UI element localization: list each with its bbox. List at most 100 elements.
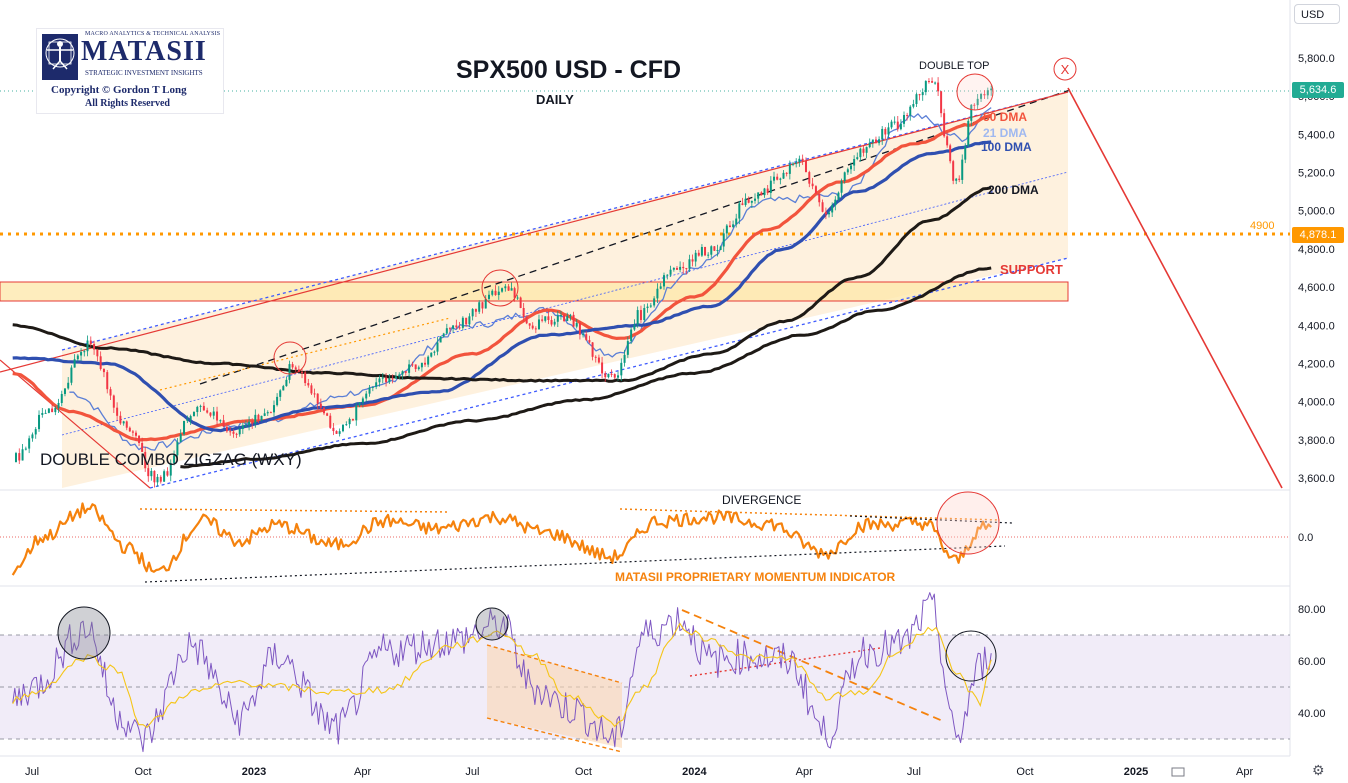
candle-body — [285, 379, 288, 387]
candle-body — [76, 355, 79, 360]
rsi-circle-marker-2 — [475, 607, 509, 641]
candle-body — [461, 317, 464, 328]
candle-body — [225, 426, 228, 432]
momentum-tick-label: 0.0 — [1298, 532, 1313, 544]
price-tick-label: 4,200.0 — [1298, 358, 1335, 370]
price-tick-label: 5,000.0 — [1298, 206, 1335, 218]
candle-body — [659, 286, 662, 289]
candle-body — [903, 115, 906, 124]
candle-body — [553, 321, 556, 325]
candle-body — [34, 429, 37, 435]
candle-body — [156, 476, 159, 483]
channel-lines — [0, 87, 1290, 489]
candle-body — [623, 354, 626, 363]
candle-body — [785, 172, 788, 174]
candle-body — [556, 315, 559, 322]
candle-body — [788, 164, 791, 174]
candle-body — [427, 356, 430, 365]
support-zone[interactable] — [0, 281, 1069, 302]
projection-line — [1067, 87, 1283, 489]
candle-body — [510, 288, 513, 291]
candle-body — [173, 455, 176, 463]
candle-body — [874, 139, 877, 144]
candle-body — [254, 414, 257, 424]
candle-body — [106, 372, 109, 390]
candle-body — [206, 410, 209, 413]
current-price-tag: 5,634.6 — [1292, 82, 1344, 98]
chart-title: SPX500 USD - CFD — [456, 56, 682, 84]
candle-body — [828, 212, 831, 215]
candle-body — [417, 367, 420, 370]
candle-body — [159, 476, 162, 482]
ma-line-50-dma — [12, 113, 992, 442]
circle-marker-1 — [273, 341, 307, 375]
currency-selector[interactable]: USD — [1294, 4, 1340, 24]
momentum-black-trend-upper — [849, 515, 1013, 524]
candle-body — [513, 288, 516, 298]
candle-body — [96, 349, 99, 357]
candle-body — [669, 269, 672, 275]
candle-body — [420, 362, 423, 368]
dma200-label: 200 DMA — [988, 183, 1039, 197]
candle-body — [183, 420, 186, 435]
double-top-label: DOUBLE TOP — [919, 60, 990, 72]
candle-body — [779, 178, 782, 180]
candle-body — [216, 411, 219, 421]
candle-body — [80, 352, 83, 356]
candle-body — [272, 405, 275, 413]
early-red-line — [0, 359, 151, 489]
candle-body — [251, 421, 254, 424]
candle-body — [722, 233, 725, 247]
candle-body — [83, 351, 86, 353]
candle-body — [958, 178, 961, 180]
candle-body — [682, 266, 685, 269]
time-axis[interactable]: Jul Oct 2023 Apr Jul Oct 2024 Apr Jul Oct 2025 Apr — [25, 766, 1253, 778]
candle-body — [436, 342, 439, 352]
candle-body — [307, 383, 310, 386]
candle-body — [358, 402, 361, 406]
candle-body — [335, 431, 338, 434]
rsi-tick-label: 80.00 — [1298, 604, 1326, 616]
candle-body — [818, 193, 821, 203]
candle-body — [547, 316, 550, 321]
candle-body — [744, 198, 747, 205]
ma-line-200-dma — [12, 186, 992, 383]
gear-icon[interactable]: ⚙ — [1312, 762, 1325, 778]
candle-body — [719, 246, 722, 250]
candle-body — [522, 307, 525, 318]
candle-body — [38, 414, 41, 430]
candle-body — [116, 407, 119, 416]
candle-body — [649, 305, 652, 307]
candle-body — [653, 298, 656, 306]
candle-body — [607, 373, 610, 378]
candle-body — [868, 142, 871, 148]
candle-body — [442, 333, 445, 337]
candle-body — [912, 104, 915, 107]
candle-body — [763, 188, 766, 196]
logo-subtitle: STRATEGIC INVESTMENT INSIGHTS — [85, 69, 203, 77]
candle-body — [798, 158, 801, 163]
candle-body — [871, 139, 874, 143]
candle-body — [394, 376, 397, 379]
candle-body — [186, 419, 189, 421]
candle-body — [310, 385, 313, 394]
candle-body — [840, 180, 843, 193]
candle-body — [610, 373, 613, 375]
candle-body — [219, 420, 222, 422]
candle-body — [597, 357, 600, 363]
mid-channel-line — [61, 171, 1069, 436]
candle-body — [843, 172, 846, 181]
x-marker-label: X — [1061, 62, 1070, 77]
candle-body — [937, 82, 940, 92]
candle-body — [896, 121, 899, 130]
candle-body — [519, 297, 522, 308]
candle-body — [782, 172, 785, 179]
rsi-circle-marker-1 — [57, 606, 111, 660]
price-axis[interactable]: 5,800.05,600.05,400.05,200.05,000.04,800… — [1298, 53, 1335, 720]
candle-body — [613, 374, 616, 378]
candle-body — [47, 408, 50, 413]
candle-body — [196, 406, 199, 413]
candle-body — [834, 199, 837, 206]
candle-body — [949, 145, 952, 162]
